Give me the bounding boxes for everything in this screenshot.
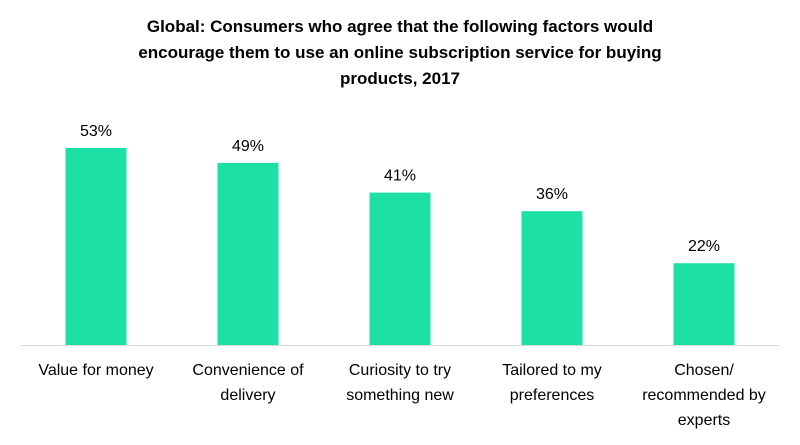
data-label: 36% (536, 186, 568, 203)
chart-title-line: encourage them to use an online subscrip… (138, 43, 662, 62)
bar (65, 148, 127, 345)
data-label: 41% (384, 168, 416, 185)
bar (521, 211, 583, 345)
bar (673, 263, 735, 345)
chart-title: Global: Consumers who agree that the fol… (60, 14, 740, 92)
chart-title-line: products, 2017 (340, 69, 460, 88)
x-tick-label: preferences (510, 387, 595, 404)
x-tick-label: recommended by (642, 387, 766, 404)
data-label: 53% (80, 123, 112, 140)
x-tick-label: Value for money (38, 362, 153, 379)
x-tick-label: Chosen/ (674, 362, 734, 379)
x-tick-label: experts (678, 412, 730, 429)
x-tick-label: Curiosity to try (349, 362, 451, 379)
data-label: 49% (232, 138, 264, 155)
bar (369, 192, 431, 345)
bar (217, 162, 279, 345)
chart-title-line: Global: Consumers who agree that the fol… (146, 17, 654, 36)
x-tick-label: something new (346, 387, 454, 404)
x-tick-label: delivery (220, 387, 275, 404)
data-label: 22% (688, 238, 720, 255)
x-tick-label: Convenience of (192, 362, 304, 379)
x-tick-label: Tailored to my (502, 362, 602, 379)
